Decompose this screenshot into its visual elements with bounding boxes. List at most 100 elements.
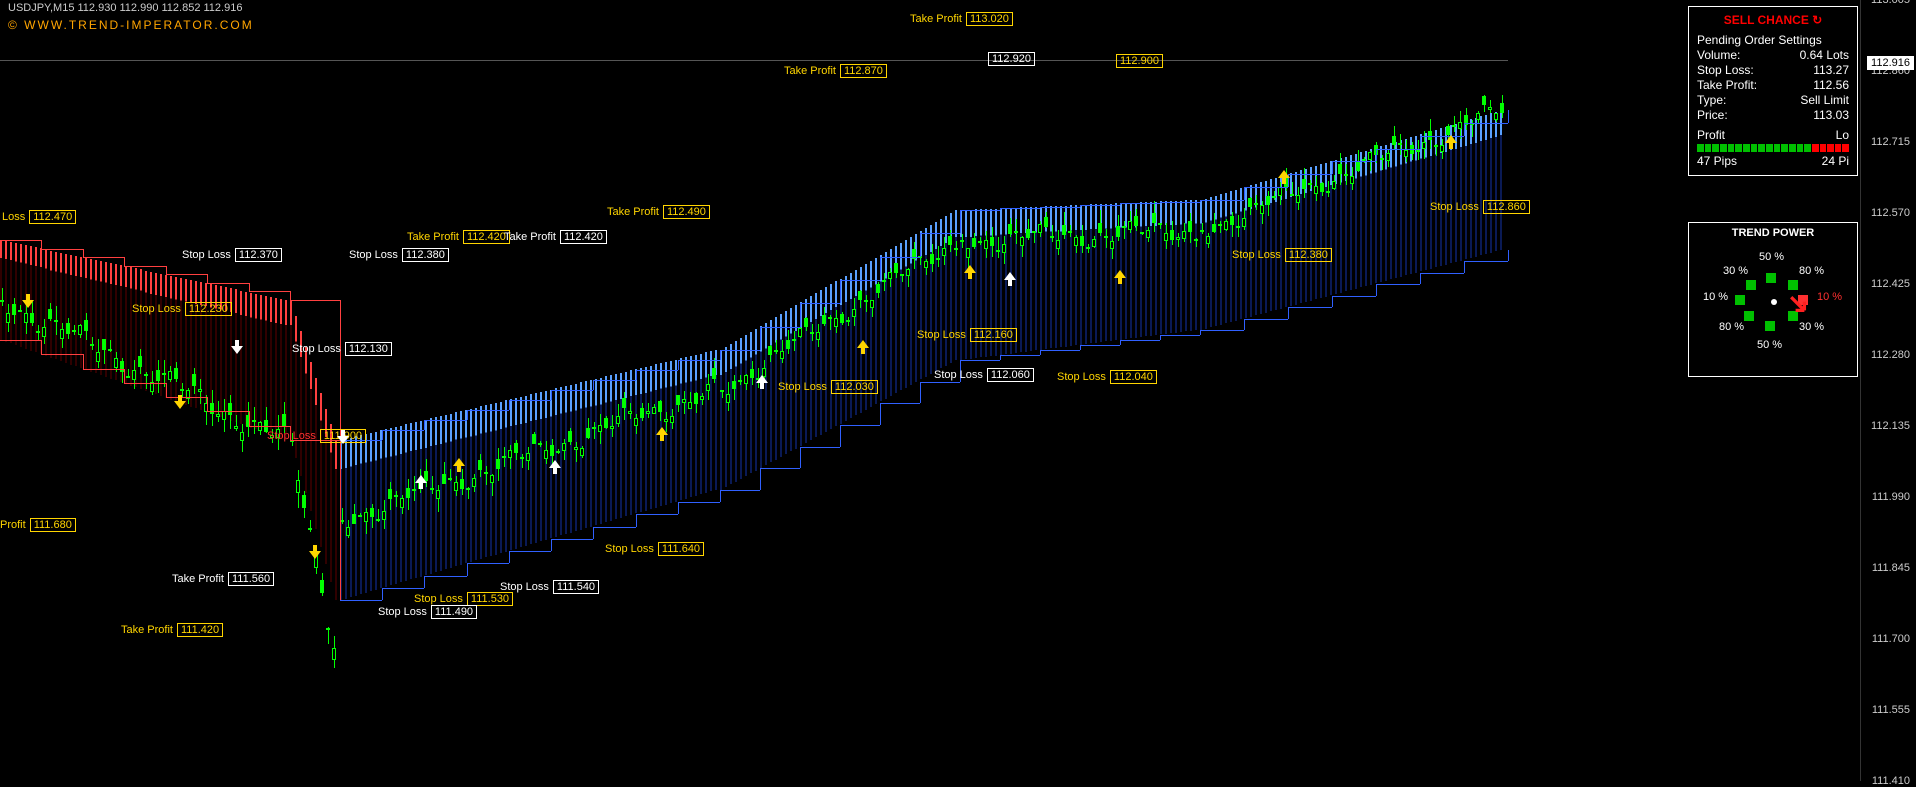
label-value: 112.030 xyxy=(831,380,878,394)
step-line xyxy=(166,266,167,275)
cloud-bar xyxy=(615,374,617,519)
step-line xyxy=(83,369,124,370)
cloud-bar xyxy=(175,277,177,402)
cloud-bar xyxy=(720,350,722,490)
step-line xyxy=(1420,136,1464,137)
candle-wick xyxy=(776,340,777,354)
candle-body xyxy=(550,445,554,455)
candle-body xyxy=(834,318,838,326)
cloud-bar xyxy=(1365,151,1367,287)
step-line xyxy=(840,425,841,447)
candle-wick xyxy=(576,442,577,462)
cloud-bar xyxy=(1400,140,1402,277)
candle-body xyxy=(502,456,506,458)
panel-row-key: Stop Loss: xyxy=(1697,63,1754,77)
signal-arrow-icon xyxy=(309,545,321,559)
step-line xyxy=(800,303,840,304)
candle-body xyxy=(1260,205,1264,213)
step-line xyxy=(1200,200,1244,201)
label-value: 112.420 xyxy=(560,230,607,244)
step-line xyxy=(1244,319,1288,320)
cloud-bar xyxy=(185,279,187,405)
chart-area[interactable]: Take Profit113.020Take Profit112.870112.… xyxy=(0,0,1508,781)
panel-row: Take Profit:112.56 xyxy=(1697,78,1849,92)
candle-body xyxy=(712,368,716,379)
candle-body xyxy=(774,350,778,352)
step-line xyxy=(678,502,679,514)
candle-body xyxy=(1302,179,1306,188)
cloud-bar xyxy=(440,416,442,571)
candle-body xyxy=(320,580,324,593)
cloud-bar xyxy=(445,415,447,569)
current-price-tag: 112.916 xyxy=(1867,56,1914,70)
step-line xyxy=(1376,284,1420,285)
candle-body xyxy=(332,648,336,661)
step-line xyxy=(1200,330,1244,331)
cloud-bar xyxy=(545,391,547,540)
candle-body xyxy=(744,375,748,384)
step-line xyxy=(207,397,208,411)
candle-body xyxy=(1182,231,1186,239)
cloud-bar xyxy=(500,402,502,553)
label-value: 111.680 xyxy=(30,518,76,532)
label-text: Stop Loss xyxy=(349,249,398,261)
candle-body xyxy=(1368,152,1372,160)
candle-body xyxy=(1128,221,1132,230)
cloud-bar xyxy=(820,290,822,434)
cloud-bar xyxy=(75,256,77,367)
candle-body xyxy=(72,330,76,332)
candle-body xyxy=(156,370,160,381)
candle-body xyxy=(1344,174,1348,176)
candle-body xyxy=(1068,231,1072,233)
candle-body xyxy=(1200,230,1204,232)
step-line xyxy=(920,382,921,404)
label-text: Stop Loss xyxy=(1232,249,1281,261)
candle-body xyxy=(1050,236,1054,238)
candle-body xyxy=(302,495,306,508)
candle-body xyxy=(804,318,808,327)
cloud-bar xyxy=(620,373,622,518)
y-tick: 112.280 xyxy=(1871,349,1910,361)
cloud-bar xyxy=(640,368,642,512)
step-line xyxy=(551,390,593,391)
loss-cell xyxy=(1827,144,1834,152)
step-line xyxy=(124,257,125,266)
candle-body xyxy=(162,373,166,375)
step-line xyxy=(1288,174,1332,175)
pips-left: 47 Pips xyxy=(1697,154,1737,168)
cloud-bar xyxy=(1160,201,1162,334)
candle-body xyxy=(296,480,300,493)
price-label: Stop Loss112.030 xyxy=(778,380,878,394)
step-line xyxy=(760,468,761,490)
step-line xyxy=(800,303,801,326)
candle-body xyxy=(466,488,470,490)
signal-arrow-icon xyxy=(453,458,465,472)
step-line xyxy=(880,403,881,425)
label-value: 111.540 xyxy=(553,580,599,594)
candle-body xyxy=(1296,195,1300,203)
y-tick: 113.005 xyxy=(1871,0,1910,6)
candle-wick xyxy=(2,288,3,307)
candle-body xyxy=(90,344,94,346)
candle-body xyxy=(682,399,686,402)
candle-body xyxy=(394,495,398,497)
price-label: Take Profit112.870 xyxy=(784,64,887,78)
candle-wick xyxy=(432,476,433,494)
step-line xyxy=(760,468,800,469)
label-text: Stop Loss xyxy=(182,249,231,261)
y-tick: 111.555 xyxy=(1872,704,1910,716)
step-line xyxy=(290,300,340,301)
step-line xyxy=(1160,202,1200,203)
candle-body xyxy=(18,310,22,312)
candle-body xyxy=(472,478,476,487)
candle-body xyxy=(658,401,662,412)
candle-body xyxy=(888,272,892,280)
cloud-bar xyxy=(130,267,132,385)
step-line xyxy=(1244,187,1288,188)
cloud-bar xyxy=(305,347,307,494)
cloud-bar xyxy=(1205,199,1207,329)
candle-body xyxy=(24,313,28,323)
cloud-bar xyxy=(530,394,532,544)
price-label: Stop Loss111.900 xyxy=(267,429,366,443)
cloud-bar xyxy=(165,275,167,398)
